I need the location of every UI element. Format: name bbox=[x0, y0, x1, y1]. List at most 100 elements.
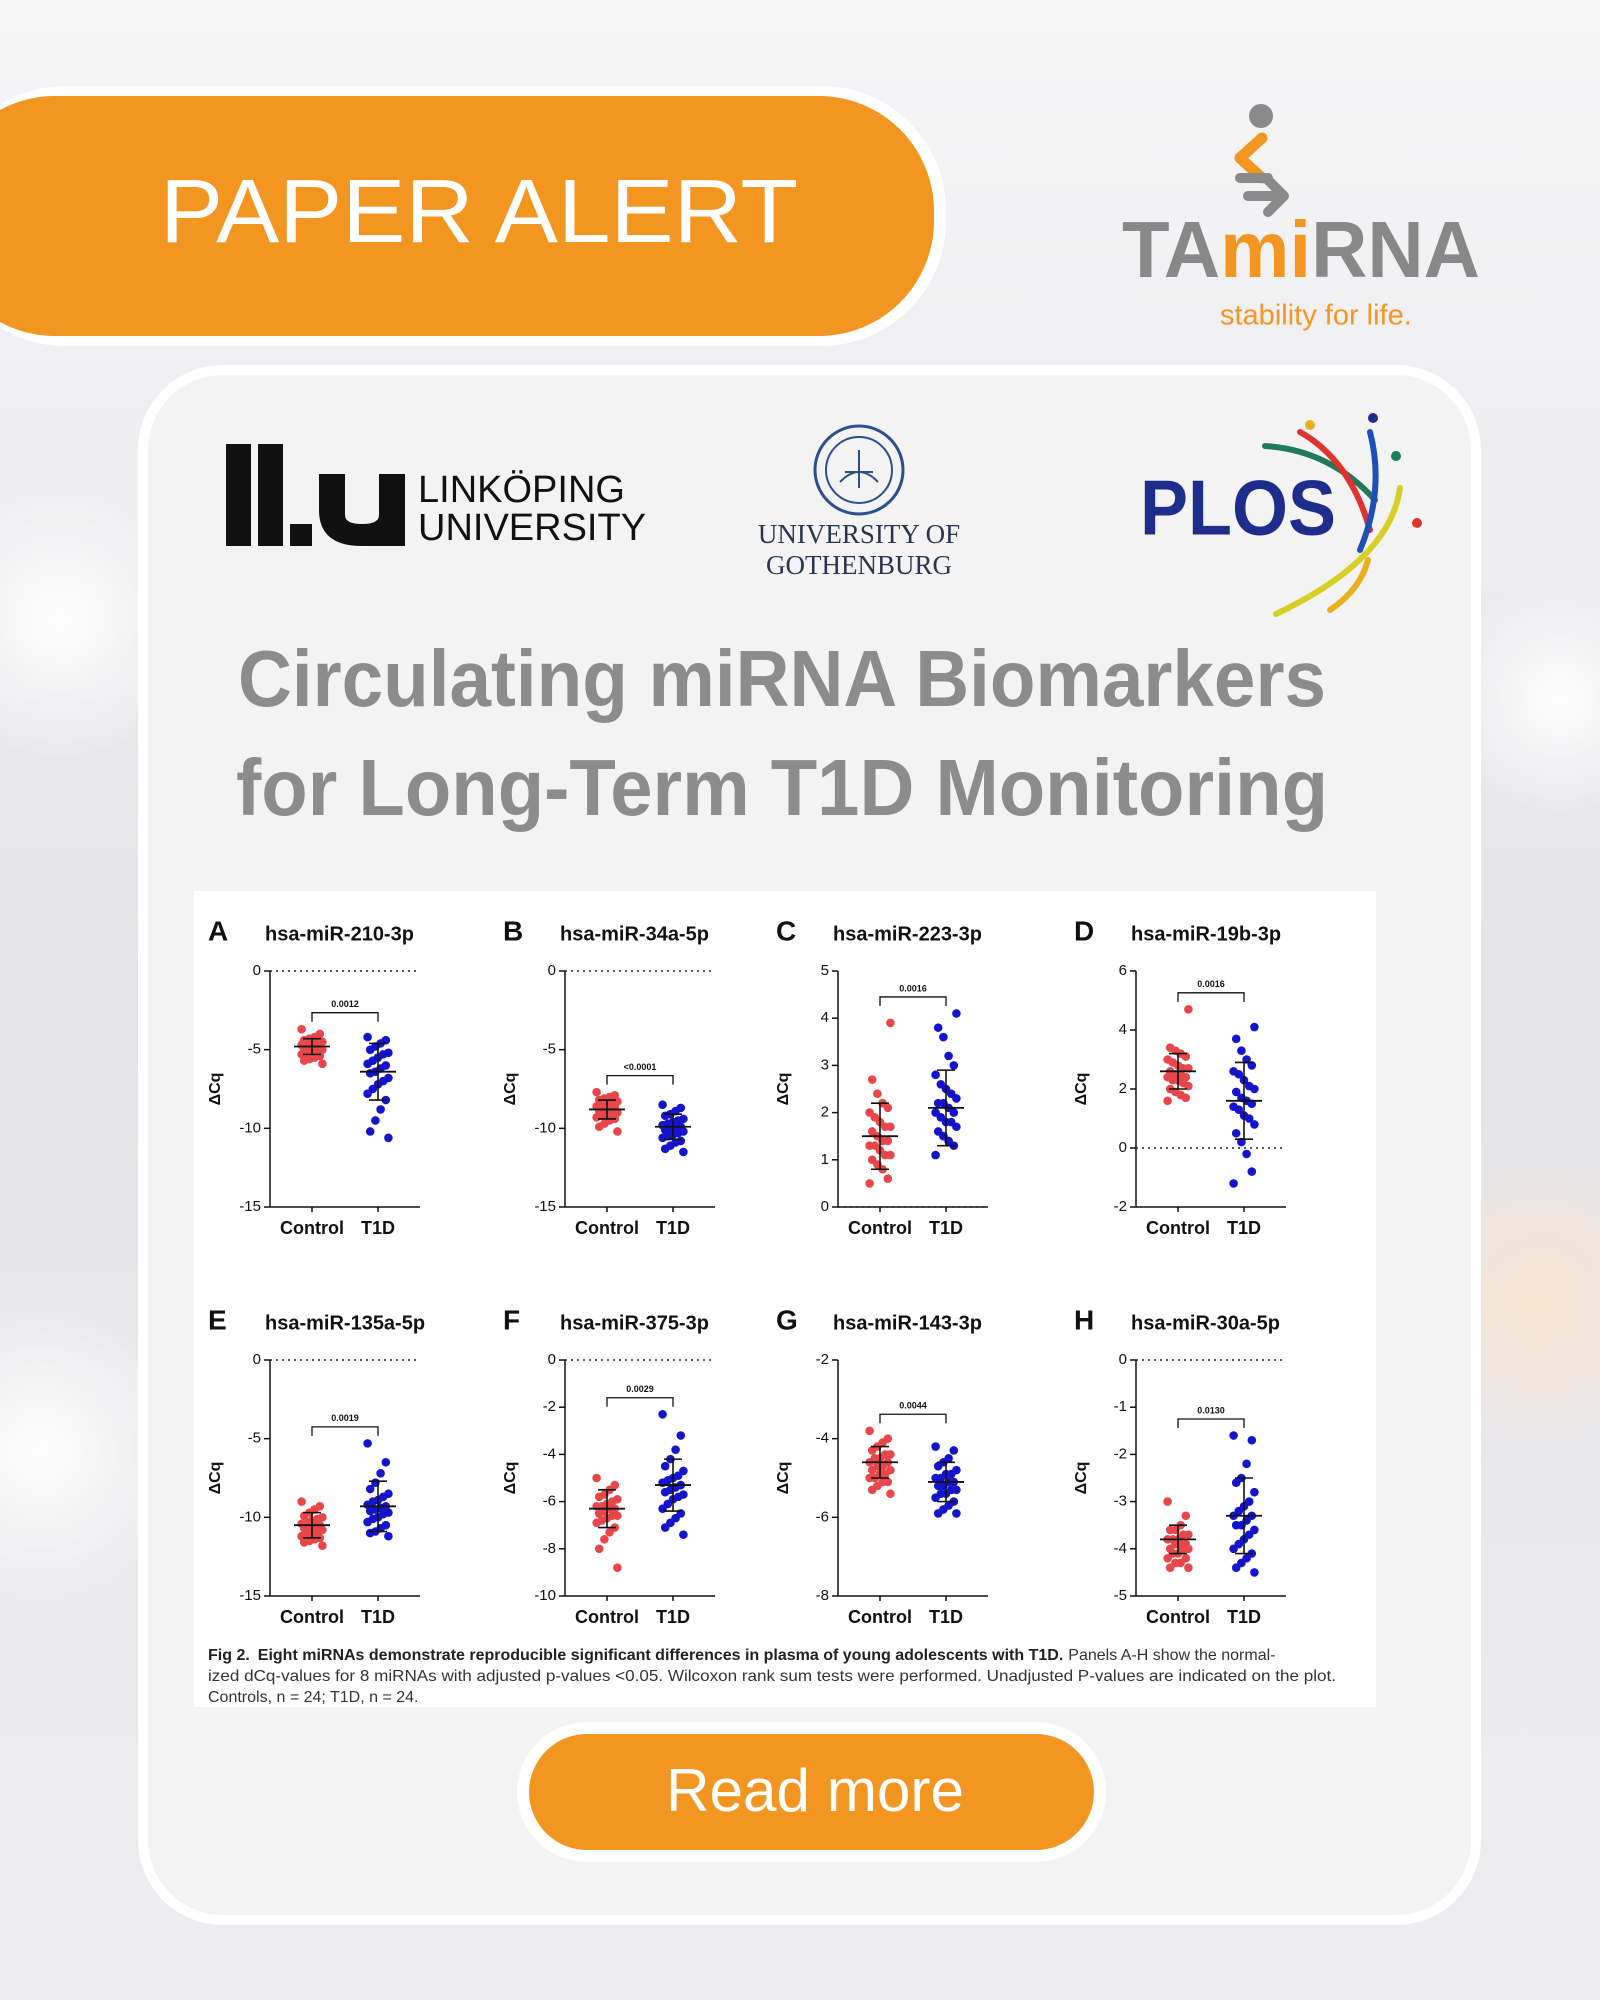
dot bbox=[1247, 1061, 1257, 1070]
dot bbox=[1250, 1120, 1259, 1129]
dot bbox=[933, 1509, 943, 1518]
dot bbox=[594, 1122, 604, 1132]
dot bbox=[592, 1113, 601, 1122]
dot bbox=[1165, 1563, 1175, 1572]
panel-title: hsa-miR-135a-5p bbox=[265, 1312, 425, 1334]
p-value: 0.0029 bbox=[626, 1384, 654, 1394]
dot bbox=[299, 1056, 309, 1065]
dot bbox=[1231, 1563, 1241, 1572]
y-tick-label: 4 bbox=[821, 1009, 829, 1026]
dot bbox=[381, 1457, 391, 1467]
y-tick-label: -10 bbox=[534, 1119, 556, 1136]
y-tick-label: -10 bbox=[239, 1119, 261, 1136]
dot bbox=[1231, 1478, 1241, 1488]
y-tick-label: -5 bbox=[248, 1041, 261, 1058]
dot bbox=[365, 1068, 375, 1078]
dot bbox=[594, 1509, 604, 1518]
dot bbox=[1163, 1055, 1172, 1064]
dot bbox=[594, 1492, 604, 1502]
button-label[interactable]: Read more bbox=[666, 1757, 964, 1824]
x-tick-label: Control bbox=[575, 1218, 639, 1238]
dot bbox=[299, 1538, 309, 1547]
dot bbox=[297, 1497, 306, 1506]
dot bbox=[865, 1108, 874, 1117]
dot bbox=[1229, 1431, 1238, 1440]
significance-bracket bbox=[879, 996, 947, 1006]
dot bbox=[679, 1147, 688, 1157]
p-value: 0.0016 bbox=[1197, 979, 1225, 989]
dot bbox=[886, 1018, 895, 1028]
caption-text: Panels A-H show the normal- bbox=[1068, 1647, 1275, 1664]
dot bbox=[318, 1541, 327, 1550]
panel-letter: E bbox=[208, 1304, 227, 1335]
dot bbox=[594, 1544, 604, 1554]
read-more-button[interactable]: Read more bbox=[529, 1734, 1094, 1850]
icon-arrow bbox=[1235, 173, 1289, 217]
p-value: 0.0130 bbox=[1197, 1405, 1225, 1415]
y-tick-label: 6 bbox=[1119, 962, 1127, 979]
dot bbox=[1250, 1568, 1259, 1577]
dot bbox=[679, 1530, 688, 1539]
y-tick-label: -4 bbox=[816, 1430, 829, 1447]
dot bbox=[1247, 1167, 1257, 1176]
dot bbox=[931, 1473, 940, 1483]
y-tick-label: -10 bbox=[239, 1508, 261, 1525]
x-tick-label: Control bbox=[848, 1607, 912, 1627]
y-tick-label: 2 bbox=[821, 1104, 829, 1121]
gu-text: GOTHENBURG bbox=[766, 550, 952, 580]
panel-letter: F bbox=[503, 1304, 520, 1335]
p-value: 0.0019 bbox=[331, 1413, 359, 1423]
badge-text: PAPER ALERT bbox=[160, 162, 798, 262]
dot bbox=[1229, 1179, 1238, 1188]
x-tick-label: T1D bbox=[1227, 1607, 1261, 1627]
dot bbox=[865, 1179, 874, 1188]
plos-swoosh bbox=[1262, 429, 1403, 617]
dot bbox=[867, 1485, 877, 1495]
panel-title: hsa-miR-34a-5p bbox=[560, 923, 709, 945]
liu-u bbox=[319, 474, 405, 546]
dot bbox=[613, 1127, 622, 1136]
seal-ring bbox=[825, 436, 893, 504]
dot bbox=[1231, 1034, 1241, 1044]
brand-part: TA bbox=[1122, 205, 1220, 294]
dot bbox=[671, 1445, 680, 1454]
headline: for Long-Term T1D Monitoring bbox=[236, 743, 1328, 832]
x-tick-label: T1D bbox=[929, 1218, 963, 1238]
dot bbox=[658, 1409, 667, 1419]
y-axis-label: ΔCq bbox=[1073, 1073, 1090, 1106]
panel-letter: B bbox=[503, 915, 523, 946]
y-tick-label: 0 bbox=[253, 1351, 261, 1368]
y-tick-label: -4 bbox=[543, 1445, 556, 1462]
y-tick-label: 0 bbox=[548, 1351, 556, 1368]
dot bbox=[936, 1079, 946, 1089]
dot bbox=[1242, 1459, 1251, 1469]
y-tick-label: -8 bbox=[543, 1540, 556, 1557]
p-value: 0.0016 bbox=[899, 983, 927, 993]
dot bbox=[939, 1032, 948, 1042]
p-value: <0.0001 bbox=[624, 1062, 657, 1072]
dot bbox=[600, 1535, 609, 1544]
dot bbox=[384, 1531, 393, 1541]
headline: Circulating miRNA Biomarkers bbox=[238, 634, 1326, 723]
button[interactable] bbox=[529, 1734, 1094, 1850]
y-tick-label: 0 bbox=[1119, 1351, 1127, 1368]
significance-bracket bbox=[606, 1397, 674, 1407]
dot bbox=[1250, 1487, 1259, 1497]
y-tick-label: -6 bbox=[816, 1508, 829, 1525]
plos-dot bbox=[1412, 518, 1422, 528]
dot bbox=[365, 1045, 375, 1054]
panel-letter: G bbox=[776, 1304, 798, 1335]
dot bbox=[660, 1523, 670, 1532]
y-tick-label: -5 bbox=[1114, 1587, 1127, 1604]
y-tick-label: -15 bbox=[239, 1198, 261, 1215]
y-axis-label: ΔCq bbox=[502, 1073, 519, 1106]
swoosh bbox=[1357, 429, 1379, 553]
liu-text: UNIVERSITY bbox=[418, 507, 646, 549]
gu-text: UNIVERSITY OF bbox=[758, 519, 960, 549]
plos-dot bbox=[1391, 451, 1401, 461]
swoosh bbox=[1297, 429, 1373, 533]
swoosh bbox=[1262, 443, 1378, 503]
significance-bracket bbox=[1177, 1418, 1245, 1428]
dot bbox=[660, 1111, 670, 1121]
